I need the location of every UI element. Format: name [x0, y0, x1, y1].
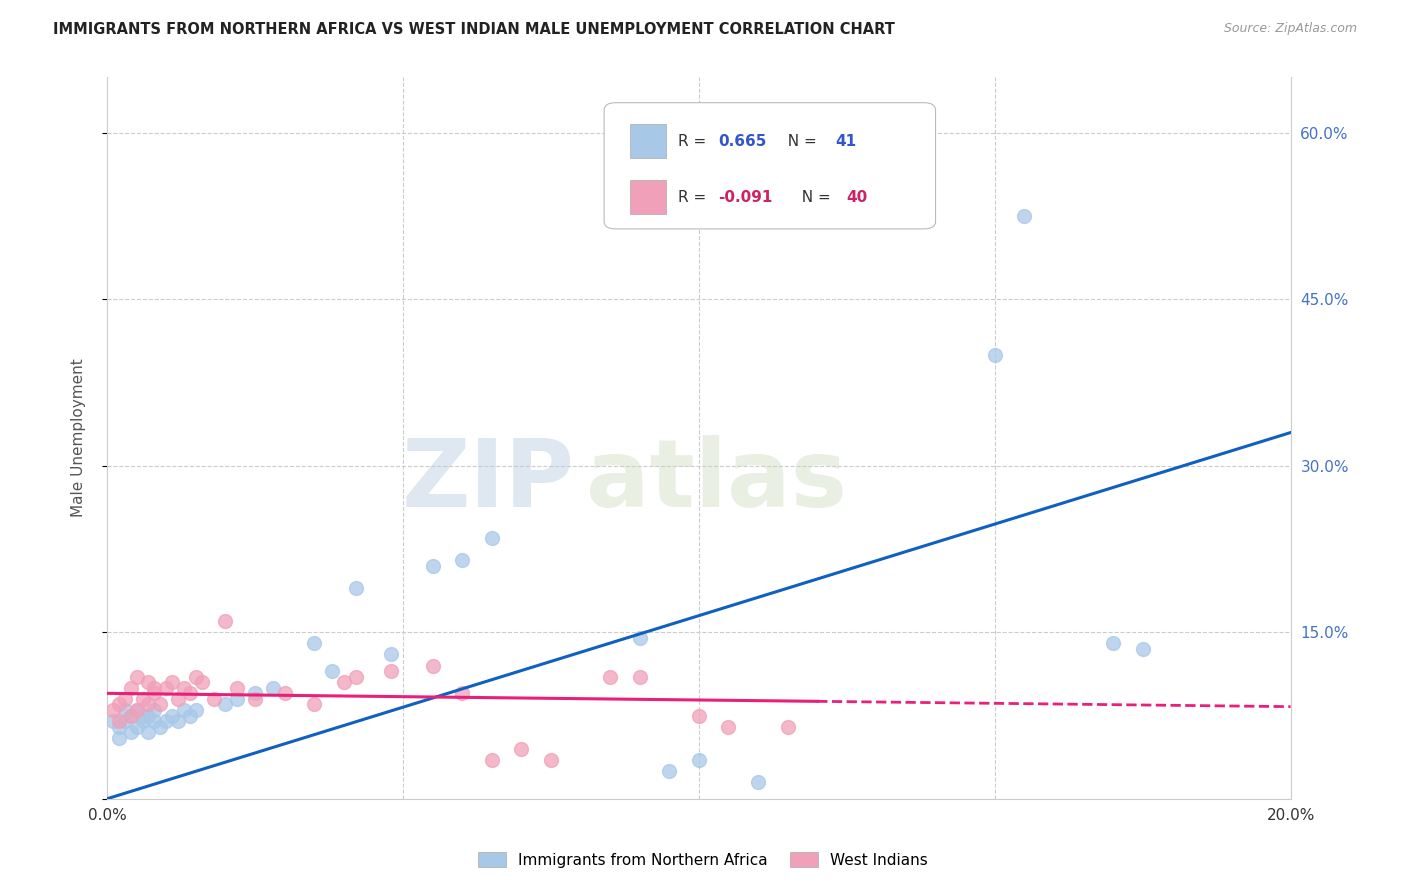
Point [114, 692, 136, 706]
Point [131, 714, 153, 728]
Point [202, 692, 225, 706]
Point [184, 703, 207, 717]
Point [143, 681, 166, 695]
Point [125, 670, 148, 684]
Point [108, 731, 131, 745]
Point [380, 664, 402, 678]
Point [149, 698, 172, 712]
Point [173, 681, 195, 695]
Text: -0.091: -0.091 [718, 190, 772, 204]
Point [333, 675, 356, 690]
Point [380, 648, 402, 662]
Text: Source: ZipAtlas.com: Source: ZipAtlas.com [1223, 22, 1357, 36]
Point [179, 686, 201, 700]
Point [481, 753, 503, 767]
Point [143, 714, 166, 728]
Text: R =: R = [678, 134, 710, 149]
Text: IMMIGRANTS FROM NORTHERN AFRICA VS WEST INDIAN MALE UNEMPLOYMENT CORRELATION CHA: IMMIGRANTS FROM NORTHERN AFRICA VS WEST … [53, 22, 896, 37]
Point [114, 703, 136, 717]
Text: 0.665: 0.665 [718, 134, 766, 149]
Point [1014, 209, 1036, 223]
Y-axis label: Male Unemployment: Male Unemployment [72, 359, 86, 517]
Bar [630, 124, 665, 158]
Point [776, 720, 799, 734]
Point [1102, 636, 1125, 650]
Text: ZIP: ZIP [402, 435, 575, 527]
Point [167, 692, 190, 706]
Point [125, 703, 148, 717]
Point [101, 714, 124, 728]
Point [138, 725, 160, 739]
Point [214, 698, 236, 712]
Point [138, 708, 160, 723]
Point [688, 753, 710, 767]
Point [658, 764, 681, 778]
Text: atlas: atlas [586, 435, 848, 527]
Point [167, 714, 190, 728]
Point [422, 658, 444, 673]
Point [599, 670, 621, 684]
Point [1132, 642, 1154, 657]
FancyBboxPatch shape [605, 103, 935, 229]
Point [120, 681, 142, 695]
Point [108, 714, 131, 728]
Point [302, 698, 325, 712]
Point [108, 698, 131, 712]
Point [540, 753, 562, 767]
Point [451, 553, 474, 567]
Point [190, 675, 212, 690]
Point [114, 714, 136, 728]
Point [184, 670, 207, 684]
Point [179, 708, 201, 723]
Bar [630, 180, 665, 214]
Point [302, 636, 325, 650]
Point [510, 741, 533, 756]
Point [108, 720, 131, 734]
Point [120, 708, 142, 723]
Point [243, 692, 266, 706]
Point [138, 675, 160, 690]
Point [983, 348, 1005, 362]
Point [226, 692, 249, 706]
Point [422, 558, 444, 573]
Point [138, 698, 160, 712]
Point [160, 675, 183, 690]
Point [717, 720, 740, 734]
Point [125, 720, 148, 734]
Legend: Immigrants from Northern Africa, West Indians: Immigrants from Northern Africa, West In… [471, 844, 935, 875]
Point [120, 708, 142, 723]
Point [125, 703, 148, 717]
Point [628, 631, 651, 645]
Point [262, 681, 284, 695]
Point [143, 686, 166, 700]
Point [481, 531, 503, 545]
Point [155, 714, 177, 728]
Text: N =: N = [793, 190, 837, 204]
Point [149, 720, 172, 734]
Point [155, 681, 177, 695]
Point [101, 703, 124, 717]
Point [173, 703, 195, 717]
Point [243, 686, 266, 700]
Point [160, 708, 183, 723]
Point [131, 692, 153, 706]
Point [321, 664, 343, 678]
Point [344, 670, 367, 684]
Point [214, 614, 236, 628]
Point [344, 581, 367, 595]
Point [226, 681, 249, 695]
Point [120, 725, 142, 739]
Point [628, 670, 651, 684]
Point [143, 703, 166, 717]
Point [273, 686, 295, 700]
Text: 41: 41 [835, 134, 856, 149]
Point [131, 708, 153, 723]
Text: N =: N = [778, 134, 821, 149]
Point [747, 775, 769, 789]
Point [451, 686, 474, 700]
Text: R =: R = [678, 190, 710, 204]
Text: 40: 40 [846, 190, 868, 204]
Point [688, 708, 710, 723]
